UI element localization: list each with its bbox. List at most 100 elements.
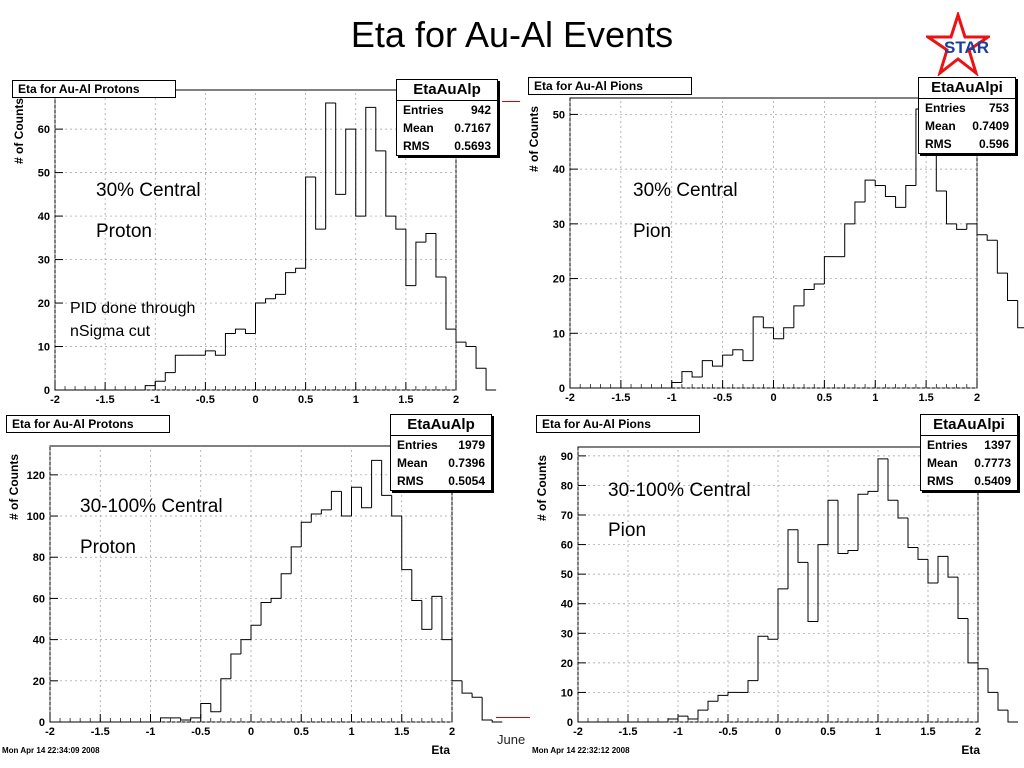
y-axis-title: # of Counts <box>535 455 549 521</box>
histogram-bin <box>864 179 876 202</box>
y-tick-label: 60 <box>38 124 50 136</box>
y-tick-label: 50 <box>561 569 573 581</box>
histogram-bin <box>210 703 221 713</box>
histogram-bin <box>837 500 848 554</box>
histogram-title: Eta for Au-Al Pions <box>536 415 700 433</box>
histogram-bin <box>867 490 878 495</box>
y-tick-label: 90 <box>561 451 573 463</box>
x-tick-label: 2 <box>449 726 455 738</box>
decorative-red-line <box>496 717 530 718</box>
histogram-bin <box>371 459 382 508</box>
y-tick-label: 10 <box>561 687 573 699</box>
y-tick-label: 60 <box>561 540 573 552</box>
particle-annotation: Pion <box>608 520 647 541</box>
x-tick-label: -0.5 <box>719 726 738 738</box>
histogram-bin <box>986 234 998 241</box>
centrality-annotation: 30% Central <box>96 180 201 201</box>
histogram-bin <box>757 635 768 681</box>
histogram-bin <box>421 600 432 630</box>
histogram-bin <box>310 513 322 523</box>
stats-entries-value: 1397 <box>984 438 1011 452</box>
histogram-bin <box>857 493 868 551</box>
histogram-title: Eta for Au-Al Protons <box>6 415 170 433</box>
stats-entries-label: Entries <box>925 101 966 115</box>
histogram-bin <box>481 697 493 721</box>
y-tick-label: 80 <box>33 552 45 564</box>
histogram-bin <box>491 719 503 723</box>
histogram-bin <box>1007 710 1018 723</box>
histogram-bin <box>465 342 477 348</box>
histogram-bin <box>351 486 362 517</box>
stats-mean-value: 0.7773 <box>974 456 1011 470</box>
y-tick-label: 80 <box>561 480 573 492</box>
stats-box: EtaAuAlp Entries 1979 Mean 0.7396 RMS 0.505… <box>390 414 492 491</box>
histogram-bin <box>381 460 392 496</box>
histogram-bin <box>330 490 342 510</box>
histogram-bin <box>355 129 366 217</box>
x-tick-label: 2 <box>974 392 980 404</box>
histogram-bin <box>200 702 211 718</box>
histogram-bin <box>717 694 728 702</box>
x-tick-label: -0.5 <box>191 726 210 738</box>
histogram-bin <box>475 346 487 369</box>
histogram-bin <box>180 717 191 721</box>
histogram-bin <box>445 276 456 330</box>
particle-annotation: Proton <box>96 221 152 242</box>
x-tick-label: 1 <box>353 394 359 406</box>
centrality-annotation: 30% Central <box>633 180 738 201</box>
stats-rms-value: 0.596 <box>978 137 1009 151</box>
histogram-bin <box>877 458 888 492</box>
histogram-bin <box>220 678 231 712</box>
histogram-bin <box>485 368 497 391</box>
histogram-bin <box>255 302 266 334</box>
histogram-bin <box>305 176 316 269</box>
histogram-bin <box>767 636 778 640</box>
histogram-bin <box>405 229 416 287</box>
stats-histogram-name: EtaAuAlp <box>397 80 497 101</box>
y-tick-label: 40 <box>38 211 50 223</box>
x-tick-label: 1.5 <box>394 726 409 738</box>
x-tick-label: -1.5 <box>611 392 630 404</box>
slide-title: Eta for Au-Al Events <box>350 14 674 55</box>
histogram-bin <box>441 596 452 641</box>
x-tick-label: 0.5 <box>294 726 309 738</box>
y-tick-label: 120 <box>27 470 45 482</box>
histogram-bin <box>411 569 422 601</box>
histogram-bin <box>854 201 866 224</box>
histogram-bin <box>777 588 788 640</box>
histogram-bin <box>365 106 376 217</box>
x-tick-label: -1 <box>673 726 683 738</box>
x-tick-label: -1.5 <box>619 726 638 738</box>
stats-entries-value: 942 <box>470 103 491 117</box>
histogram-bin <box>325 102 336 230</box>
histogram-bin <box>783 327 794 339</box>
x-tick-label: 1 <box>872 392 878 404</box>
x-tick-label: 2 <box>453 394 459 406</box>
y-tick-label: 20 <box>553 274 565 286</box>
x-tick-label: -0.5 <box>196 394 215 406</box>
stats-mean-value: 0.7167 <box>454 121 491 135</box>
stats-box: EtaAuAlp Entries 942 Mean 0.7167 RMS 0.5693 <box>396 79 498 156</box>
stats-rms-label: RMS <box>397 474 424 488</box>
histogram-bin <box>250 624 262 640</box>
y-tick-label: 100 <box>27 511 45 523</box>
histogram-bin <box>1017 300 1024 329</box>
histogram-bin <box>224 332 236 356</box>
histogram-bin <box>214 350 226 356</box>
x-tick-label: -1 <box>667 392 677 404</box>
stats-histogram-name: EtaAuAlpi <box>919 78 1015 99</box>
x-tick-label: 1.5 <box>398 394 413 406</box>
y-tick-label: 0 <box>39 717 45 729</box>
histogram-bin <box>295 267 306 273</box>
stats-mean-label: Mean <box>403 121 434 135</box>
stats-rms-value: 0.5409 <box>974 474 1011 488</box>
x-tick-label: 0 <box>775 726 781 738</box>
centrality-annotation: 30-100% Central <box>608 480 751 501</box>
histogram-bin <box>160 717 171 722</box>
histogram-bin <box>234 328 246 334</box>
stats-mean-value: 0.7396 <box>448 456 485 470</box>
x-tick-label: 0.5 <box>298 394 313 406</box>
histogram-bin <box>897 500 908 519</box>
